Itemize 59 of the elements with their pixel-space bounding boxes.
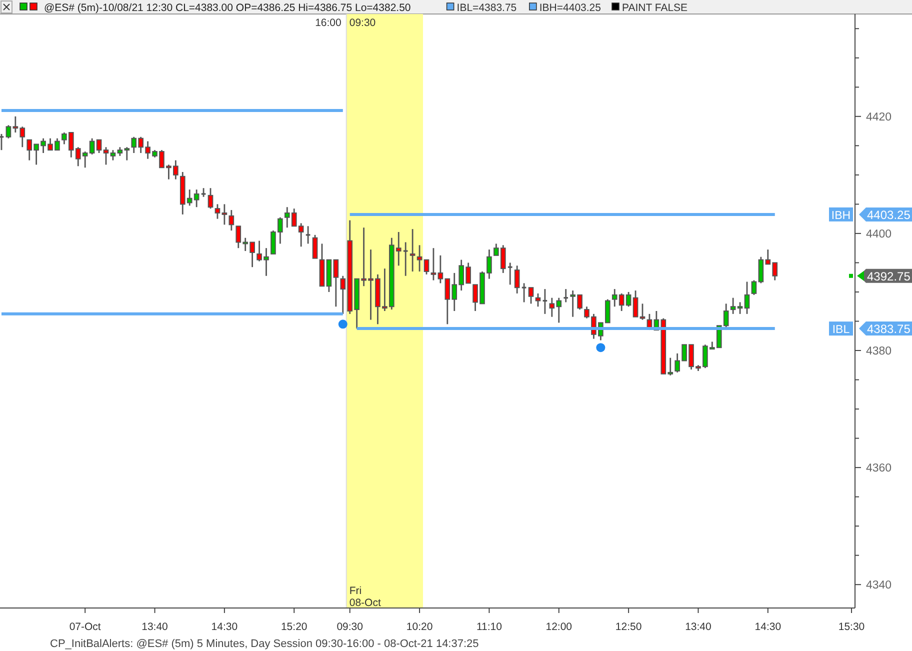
candlestick — [0, 133, 4, 151]
candlestick — [214, 203, 220, 220]
candlestick — [6, 124, 12, 140]
text: 4403.25 — [867, 208, 911, 222]
x-tick-label: 12:00 — [546, 621, 572, 633]
candlestick — [744, 281, 750, 315]
candlestick — [222, 203, 228, 226]
candlestick — [402, 242, 409, 277]
candlestick — [632, 290, 638, 318]
legend-label: IBL — [832, 324, 850, 336]
text: PAINT FALSE — [622, 2, 688, 14]
candlestick — [562, 288, 569, 303]
x-tick-label: 15:30 — [838, 621, 865, 633]
x-tick-label: 07-Oct — [69, 621, 101, 633]
y-tick-label: 4340 — [866, 580, 892, 592]
candlestick — [333, 259, 339, 308]
text: 4392.75 — [867, 269, 911, 284]
legend-label: IBH — [831, 210, 851, 222]
x-tick-label: 15:20 — [280, 621, 308, 633]
x-tick-label: 13:40 — [685, 621, 712, 633]
annotation: Fri — [349, 585, 362, 597]
candlestick — [751, 280, 757, 296]
x-tick-label: 09:30 — [336, 621, 364, 633]
candlestick — [730, 297, 736, 315]
candlestick — [416, 244, 422, 272]
y-tick-label: 4420 — [866, 111, 892, 124]
candlestick — [228, 209, 234, 232]
candlestick — [208, 187, 214, 210]
text: IBH=4403.25 — [539, 2, 602, 14]
text: 4383.75 — [867, 322, 911, 336]
candlestick — [535, 292, 541, 308]
candlestick — [430, 247, 436, 281]
candlestick — [410, 228, 416, 272]
x-tick-label: 14:30 — [754, 621, 782, 633]
candlestick — [96, 139, 102, 154]
text: CP_InitBalAlerts: @ES# (5m) 5 Minutes, Day Session 09:30-16:00 - 08-Oct-21 14:37:25 — [50, 638, 479, 650]
candlestick — [103, 146, 109, 166]
y-tick-label: 4380 — [866, 346, 892, 358]
annotation: 09:30 — [349, 17, 376, 29]
candlestick — [640, 302, 646, 320]
x-tick-label: 14:30 — [211, 621, 238, 633]
candlestick — [312, 234, 318, 260]
x-tick-label: 12:50 — [615, 621, 642, 633]
x-tick-label: 10:20 — [406, 621, 433, 633]
annotation: 08-Oct — [349, 597, 381, 609]
x-tick-label: 13:40 — [142, 621, 168, 633]
candlestick — [507, 262, 514, 286]
candlestick — [528, 286, 534, 304]
chart-title: @ES# (5m)-10/08/21 12:30 CL=4383.00 OP=4386.25 Hi=4386.75 Lo=4382.50 — [44, 2, 411, 14]
candlestick — [514, 264, 520, 294]
candlestick — [110, 149, 116, 162]
candlestick — [737, 302, 743, 315]
x-tick-label: 11:10 — [476, 621, 502, 633]
candlestick — [626, 291, 632, 308]
text: IBL=4383.75 — [456, 2, 517, 14]
candlestick — [424, 259, 430, 276]
y-tick-label: 4360 — [866, 462, 892, 475]
annotation: 16:00 — [315, 17, 342, 29]
y-tick-label: 4400 — [866, 228, 892, 240]
